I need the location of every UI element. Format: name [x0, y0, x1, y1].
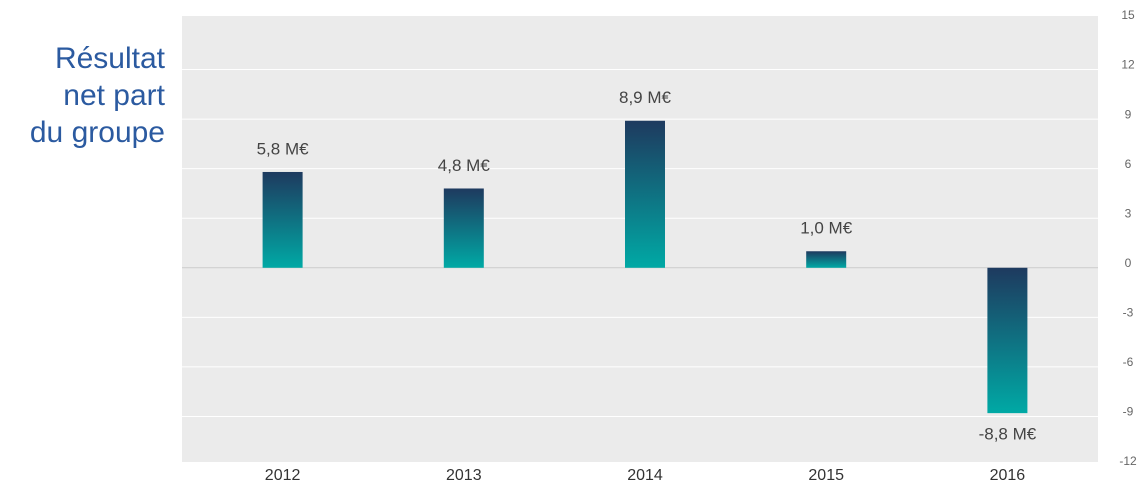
y-tick-label: 6 [1125, 157, 1132, 171]
x-tick-label: 2015 [808, 467, 844, 484]
bar [987, 267, 1028, 414]
value-label: 4,8 M€ [438, 156, 491, 175]
y-tick-label: -12 [1119, 454, 1137, 468]
value-label: 1,0 M€ [800, 219, 853, 238]
bar [806, 251, 847, 268]
y-tick-label: 0 [1125, 256, 1132, 270]
value-label: 8,9 M€ [619, 88, 672, 107]
value-label: -8,8 M€ [979, 425, 1037, 444]
y-tick-label: 12 [1121, 58, 1135, 72]
x-tick-label: 2013 [446, 467, 482, 484]
x-tick-label: 2016 [990, 467, 1026, 484]
y-tick-label: 3 [1125, 206, 1132, 220]
y-tick-label: -3 [1123, 306, 1134, 320]
y-tick-label: -6 [1123, 355, 1134, 369]
bar [262, 171, 303, 268]
bar [443, 188, 484, 268]
y-tick-label: 9 [1125, 107, 1132, 121]
y-tick-label: -9 [1123, 405, 1134, 419]
x-tick-label: 2014 [627, 467, 663, 484]
bar [625, 120, 665, 268]
chart-title: Résultat net part du groupe [29, 42, 165, 149]
x-tick-label: 2012 [265, 467, 301, 484]
y-tick-label: 15 [1121, 8, 1135, 22]
value-label: 5,8 M€ [257, 139, 310, 158]
